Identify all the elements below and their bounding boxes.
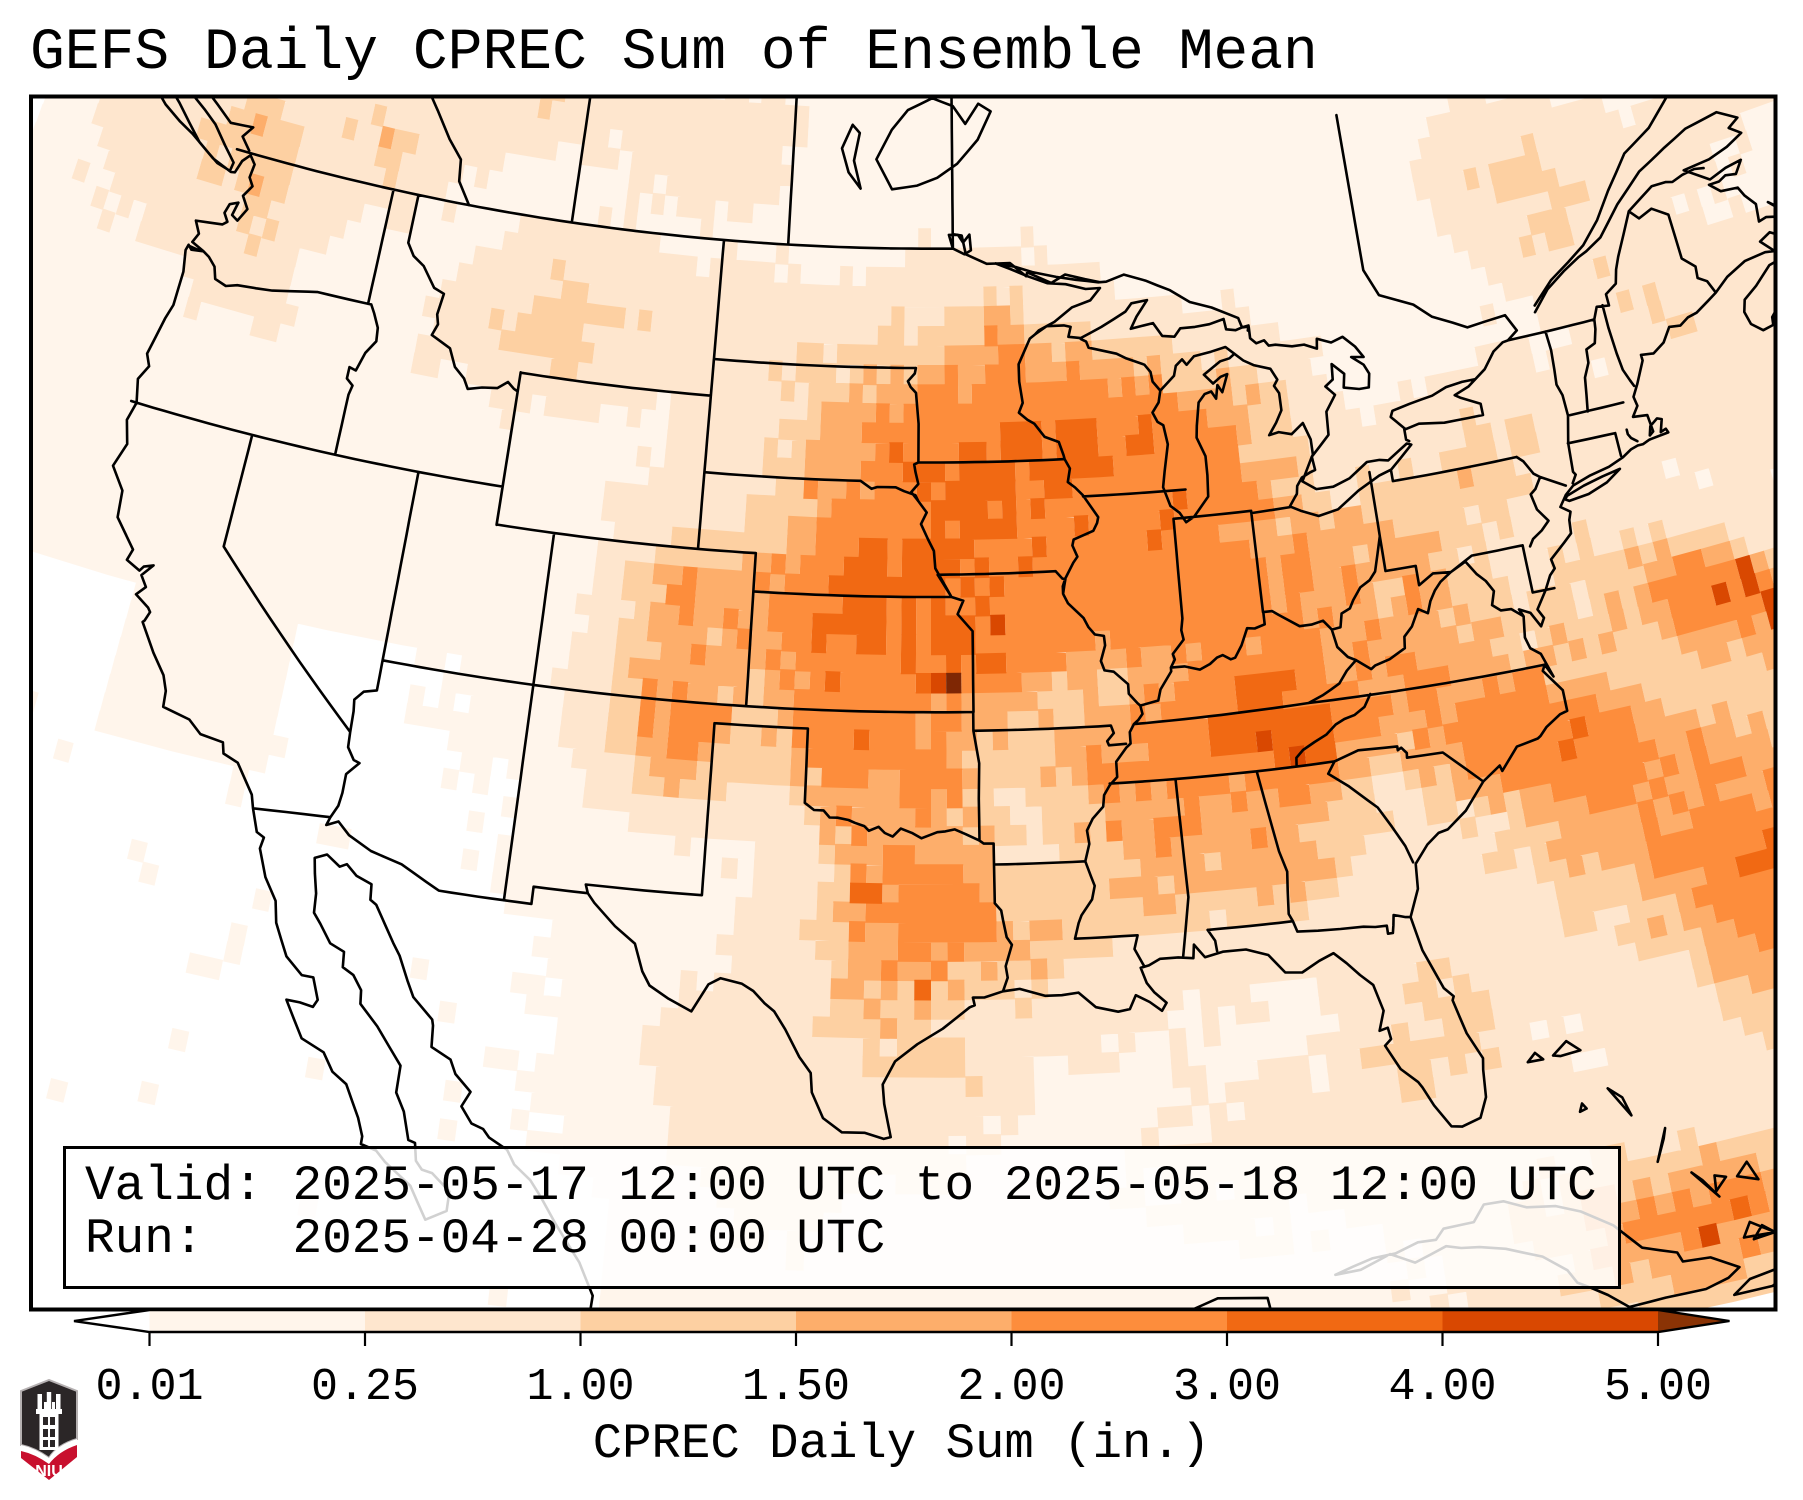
svg-text:NIU: NIU [35,1463,63,1480]
